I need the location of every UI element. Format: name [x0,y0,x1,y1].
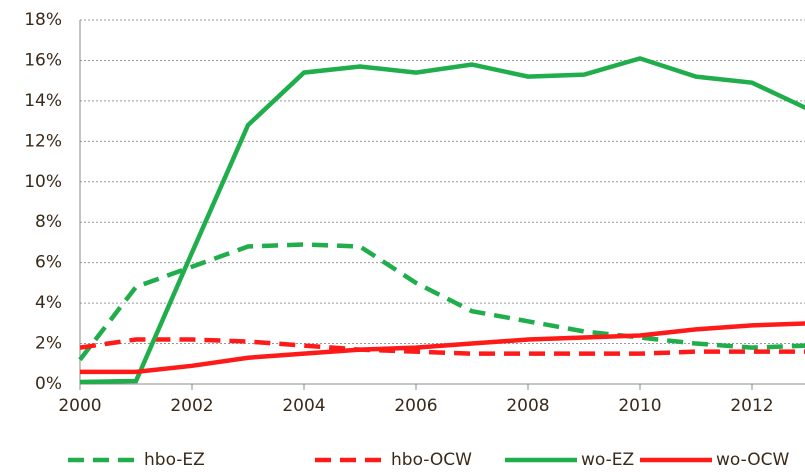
legend-label: wo-OCW [716,450,789,470]
x-tick-label: 2002 [170,396,213,416]
series-line [80,321,805,375]
series-line [79,56,805,385]
series-line [78,242,805,362]
x-tick-label: 2010 [618,396,661,416]
y-tick-label: 8% [35,212,62,232]
x-tick-label: 2012 [730,396,773,416]
y-tick-label: 18% [24,10,62,30]
legend-label: hbo-OCW [391,450,472,470]
x-tick-label: 2006 [394,396,437,416]
x-tick-label: 2000 [58,396,101,416]
x-tick-label: 2004 [282,396,325,416]
series-line [79,337,805,356]
y-tick-label: 4% [35,293,62,313]
y-tick-label: 2% [35,334,62,354]
legend-label: wo-EZ [581,450,634,470]
legend-label: hbo-EZ [144,450,205,470]
y-tick-label: 16% [24,50,62,70]
x-tick-label: 2008 [506,396,549,416]
y-tick-label: 6% [35,253,62,273]
y-tick-label: 14% [24,91,62,111]
y-tick-label: 0% [35,374,62,394]
y-tick-label: 12% [24,131,62,151]
y-tick-label: 10% [24,172,62,192]
